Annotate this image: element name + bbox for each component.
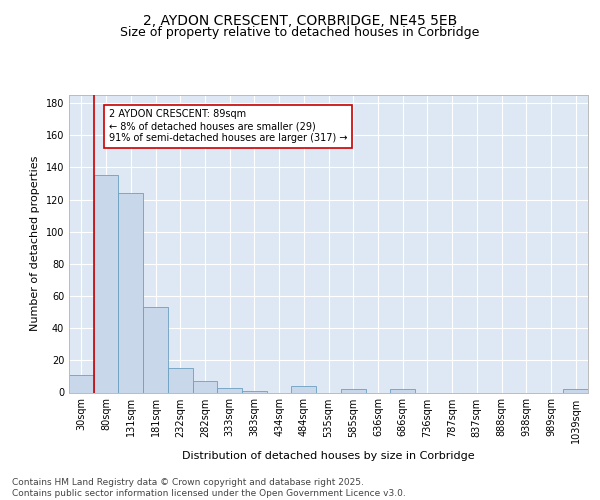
Bar	[563, 390, 588, 392]
Bar	[390, 390, 415, 392]
X-axis label: Distribution of detached houses by size in Corbridge: Distribution of detached houses by size …	[182, 451, 475, 461]
Bar	[193, 381, 217, 392]
Bar	[69, 375, 94, 392]
Bar	[168, 368, 193, 392]
Bar	[292, 386, 316, 392]
Text: Size of property relative to detached houses in Corbridge: Size of property relative to detached ho…	[121, 26, 479, 39]
Bar	[143, 308, 168, 392]
Text: Contains HM Land Registry data © Crown copyright and database right 2025.
Contai: Contains HM Land Registry data © Crown c…	[12, 478, 406, 498]
Bar	[341, 390, 365, 392]
Bar	[242, 391, 267, 392]
Bar	[118, 193, 143, 392]
Bar	[217, 388, 242, 392]
Y-axis label: Number of detached properties: Number of detached properties	[30, 156, 40, 332]
Text: 2, AYDON CRESCENT, CORBRIDGE, NE45 5EB: 2, AYDON CRESCENT, CORBRIDGE, NE45 5EB	[143, 14, 457, 28]
Text: 2 AYDON CRESCENT: 89sqm
← 8% of detached houses are smaller (29)
91% of semi-det: 2 AYDON CRESCENT: 89sqm ← 8% of detached…	[109, 110, 347, 142]
Bar	[94, 176, 118, 392]
